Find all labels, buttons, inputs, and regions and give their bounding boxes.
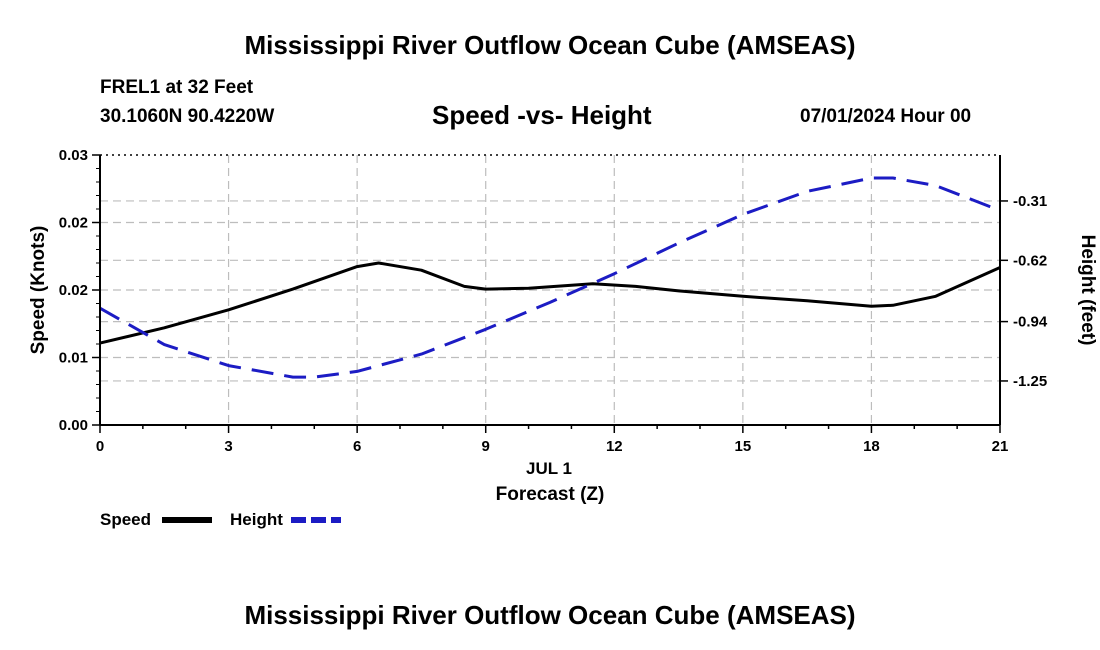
grid (100, 155, 1000, 425)
chart-subtitle: Speed -vs- Height (432, 100, 652, 130)
right-tick-label: -0.62 (1013, 252, 1047, 269)
x-tick-label: 3 (224, 438, 232, 455)
right-axis-label: Height (feet) (1077, 235, 1098, 346)
right-tick-label: -0.31 (1013, 193, 1047, 210)
x-date-label: JUL 1 (526, 459, 572, 478)
legend-label-speed: Speed (100, 510, 151, 529)
x-tick-label: 6 (353, 438, 361, 455)
x-tick-label: 21 (992, 438, 1009, 455)
datetime-label: 07/01/2024 Hour 00 (800, 106, 972, 127)
left-axis-label: Speed (Knots) (28, 226, 49, 355)
legend: Speed Height (100, 510, 341, 529)
x-axis-label: Forecast (Z) (496, 484, 605, 505)
left-tick-label: 0.02 (59, 215, 88, 232)
right-tick-label: -1.25 (1013, 373, 1047, 390)
x-tick-label: 0 (96, 438, 104, 455)
chart-title: Mississippi River Outflow Ocean Cube (AM… (244, 30, 856, 60)
station-label: FREL1 at 32 Feet (100, 77, 254, 98)
x-tick-label: 18 (863, 438, 880, 455)
left-tick-label: 0.01 (59, 350, 88, 367)
ticks: 0 3 6 9 12 15 18 21 JUL 1 Forecast (Z) 0.00 0.01 0.0… (28, 147, 1098, 505)
left-tick-label: 0.03 (59, 147, 88, 164)
speed-series-line (99, 261, 1001, 345)
right-tick-label: -0.94 (1013, 314, 1048, 331)
left-tick-label: 0.02 (59, 282, 88, 299)
x-tick-label: 15 (735, 438, 752, 455)
height-series-line (99, 176, 1001, 379)
legend-label-height: Height (230, 510, 283, 529)
location-label: 30.1060N 90.4220W (100, 106, 275, 127)
x-tick-label: 12 (606, 438, 623, 455)
x-tick-label: 9 (482, 438, 490, 455)
footer-title: Mississippi River Outflow Ocean Cube (AM… (244, 600, 856, 630)
series-layer (99, 176, 1001, 379)
left-tick-label: 0.00 (59, 417, 88, 434)
